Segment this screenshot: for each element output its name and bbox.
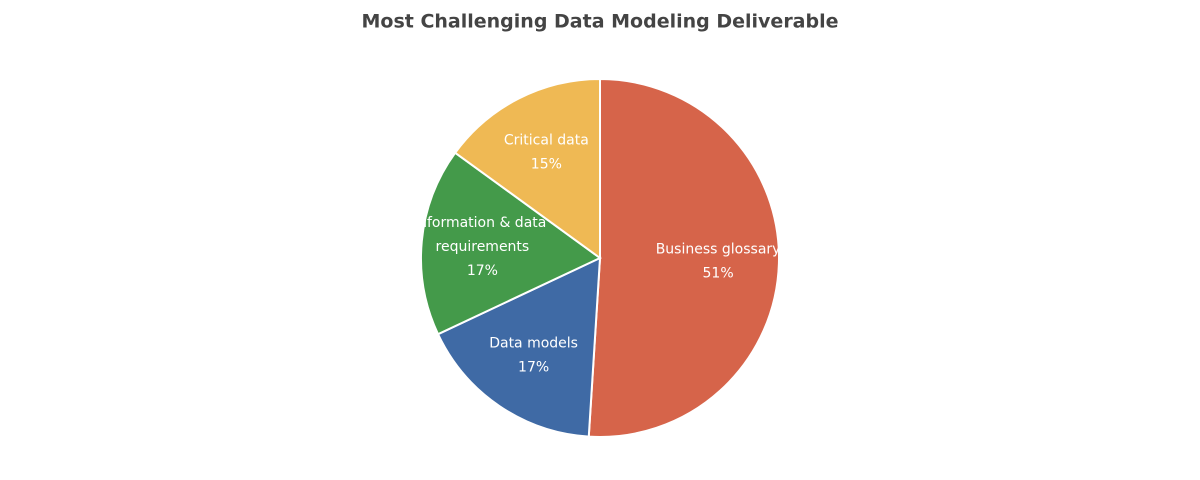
pie-slice	[453, 77, 601, 260]
value-label: 17%	[518, 360, 549, 376]
chart-title: Most Challenging Data Modeling Deliverab…	[361, 11, 838, 33]
value-label: 15%	[531, 157, 562, 173]
value-label: 17%	[467, 263, 498, 279]
pie-slice	[420, 151, 602, 336]
slice-label: Business glossary	[656, 242, 781, 258]
pie-slice	[587, 77, 780, 438]
pie-slice	[436, 256, 602, 438]
value-label: 51%	[703, 266, 734, 282]
slice-label: Data models	[489, 336, 578, 352]
slice-label: Information & data requirements	[414, 215, 551, 255]
slice-label: Critical data	[504, 133, 589, 149]
